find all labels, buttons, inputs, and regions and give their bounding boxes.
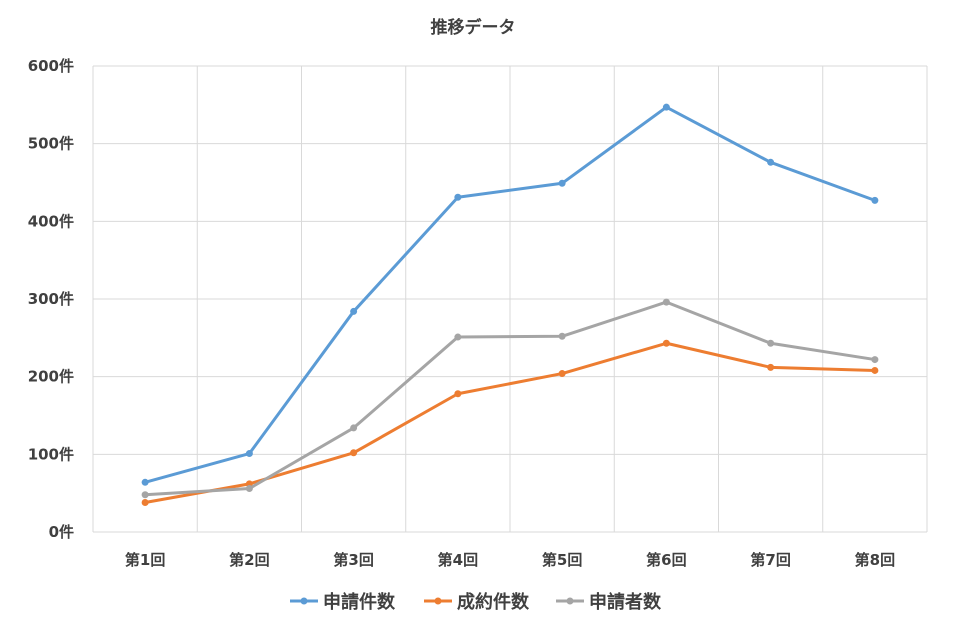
y-tick-label: 500件 [28,135,74,153]
x-tick-label: 第4回 [438,551,478,569]
x-tick-label: 第1回 [125,551,165,569]
data-point [871,196,879,204]
series-line-3 [143,300,877,497]
data-point [141,478,149,486]
data-point [558,332,566,340]
data-point [767,363,775,371]
x-axis-ticks: 第1回 第2回 第3回 第4回 第5回 第6回 第7回 第8回 [125,551,895,569]
legend: 申請件数 成約件数 申請者数 [290,591,662,613]
data-point [350,307,358,315]
data-point [141,498,149,506]
x-tick-label: 第2回 [229,551,269,569]
data-point [454,333,462,341]
data-point [558,370,566,378]
legend-item-1: 申請件数 [290,591,396,613]
legend-label: 申請者数 [589,591,662,613]
x-tick-label: 第5回 [542,551,582,569]
y-tick-label: 100件 [28,445,74,463]
y-tick-label: 0件 [49,523,74,541]
data-point [245,450,253,458]
data-point [767,158,775,166]
x-tick-label: 第7回 [750,551,790,569]
data-point [871,356,879,364]
legend-label: 申請件数 [323,591,396,613]
legend-label: 成約件数 [457,591,530,613]
legend-item-3: 申請者数 [556,591,662,613]
x-tick-label: 第6回 [646,551,686,569]
y-tick-label: 600件 [28,57,74,75]
data-point [662,298,670,306]
y-tick-label: 400件 [28,212,74,230]
y-tick-label: 300件 [28,290,74,308]
series-line-1 [143,105,877,484]
x-tick-label: 第3回 [333,551,373,569]
data-point [350,424,358,432]
data-point [662,103,670,111]
x-tick-label: 第8回 [855,551,895,569]
chart-title: 推移データ [431,17,516,38]
y-axis-ticks: 0件 100件 200件 300件 400件 500件 600件 [28,57,74,541]
data-point [454,390,462,398]
legend-swatch-marker [566,597,574,605]
data-point [558,179,566,187]
legend-swatch-marker [434,597,442,605]
data-point [245,485,253,493]
data-point [350,449,358,457]
data-point [141,491,149,499]
y-tick-label: 200件 [28,368,74,386]
legend-swatch-marker [300,597,308,605]
data-point [662,339,670,347]
data-point [871,366,879,374]
data-point [454,193,462,201]
data-point [767,339,775,347]
gridlines [92,65,928,533]
series-lines [141,103,879,506]
legend-item-2: 成約件数 [424,591,530,613]
